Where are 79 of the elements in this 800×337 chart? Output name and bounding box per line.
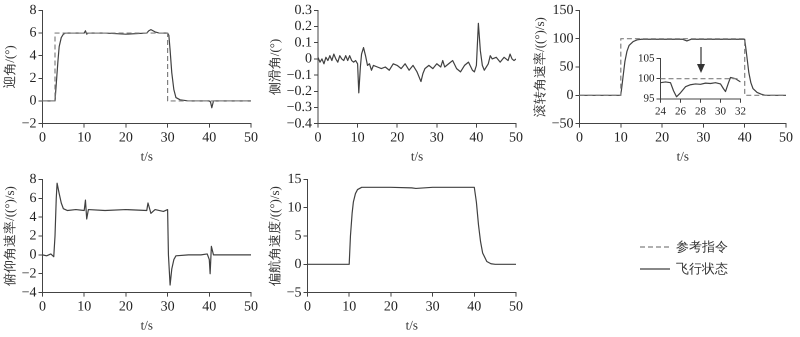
y-tick-label: −50	[552, 116, 574, 132]
x-tick-label: 0	[38, 130, 46, 146]
y-tick-label: 50	[559, 60, 574, 75]
x-tick-label: 26	[675, 105, 686, 118]
y-tick-label: 105	[638, 52, 655, 64]
y-tick-label: −4	[22, 285, 36, 300]
x-tick-label: 40	[202, 130, 216, 146]
x-tick-label: 32	[735, 105, 746, 118]
y-tick-label: 0	[566, 88, 574, 103]
y-axis-title: 滚转角速率/((°)/s)	[532, 17, 548, 117]
x-tick-label: 10	[342, 300, 356, 315]
y-tick-label: 100	[638, 72, 655, 85]
y-tick-label: 8	[29, 3, 36, 18]
x-tick-label: 30	[426, 300, 440, 315]
y-axis-title: 迎角/(°)	[2, 45, 18, 89]
x-tick-label: 10	[77, 130, 92, 146]
y-tick-label: 2	[29, 228, 36, 244]
y-tick-label: 4	[29, 48, 36, 64]
x-tick-label: 40	[469, 130, 484, 146]
y-tick-label: −0.3	[286, 100, 312, 116]
x-tick-label: 40	[202, 300, 216, 315]
x-tick-label: 50	[244, 130, 258, 146]
x-tick-label: 10	[614, 130, 628, 146]
x-tick-label: 20	[118, 300, 133, 315]
x-tick-label: 10	[350, 130, 365, 146]
x-tick-label: 0	[314, 130, 322, 146]
y-tick-label: −2	[22, 116, 36, 132]
x-tick-label: 30	[715, 105, 726, 118]
y-tick-label: −2	[22, 266, 36, 282]
y-tick-label: 4	[29, 210, 36, 225]
x-tick-label: 50	[509, 300, 523, 315]
y-tick-label: 6	[29, 190, 36, 206]
x-tick-label: 50	[509, 130, 523, 146]
y-tick-label: 150	[552, 3, 574, 18]
x-tick-label: 30	[430, 130, 444, 146]
y-tick-label: 0	[29, 248, 36, 263]
x-tick-label: 0	[576, 130, 583, 146]
y-tick-label: −0.4	[286, 116, 312, 132]
x-tick-label: 28	[695, 105, 706, 118]
y-tick-label: 10	[287, 200, 302, 216]
x-tick-label: 0	[38, 300, 46, 315]
x-axis-title: t/s	[410, 148, 424, 164]
x-tick-label: 30	[160, 300, 175, 315]
x-tick-label: 50	[244, 300, 258, 315]
legend-label: 参考指令	[676, 238, 728, 256]
y-tick-label: 95	[644, 92, 655, 105]
x-tick-label: 30	[160, 130, 175, 146]
y-tick-label: 100	[552, 31, 574, 46]
x-tick-label: 20	[390, 130, 404, 146]
x-tick-label: 10	[77, 300, 92, 315]
x-tick-label: 20	[118, 130, 133, 146]
x-axis-title: t/s	[406, 318, 418, 333]
y-tick-label: 15	[287, 172, 302, 188]
y-tick-label: 0.3	[294, 3, 312, 18]
y-tick-label: 6	[29, 26, 36, 41]
y-tick-label: 0.2	[294, 19, 312, 34]
x-tick-label: 40	[738, 130, 752, 146]
y-tick-label: −0.2	[286, 84, 312, 99]
x-tick-label: 20	[384, 300, 398, 315]
x-tick-label: 30	[696, 130, 710, 146]
y-tick-label: 5	[294, 228, 302, 244]
x-tick-label: 24	[655, 105, 666, 118]
y-tick-label: 2	[29, 70, 36, 86]
x-axis-title: t/s	[140, 148, 153, 164]
y-tick-label: −0.1	[286, 68, 312, 83]
x-tick-label: 20	[655, 130, 670, 146]
y-tick-label: 8	[29, 172, 36, 188]
y-tick-label: 0	[294, 256, 302, 272]
y-axis-title: 俯仰角速率/((°)/s)	[2, 186, 18, 286]
y-tick-label: 0	[304, 52, 312, 67]
y-tick-label: −5	[286, 285, 302, 300]
y-tick-label: 0.1	[294, 35, 312, 50]
x-axis-title: t/s	[676, 148, 689, 164]
x-tick-label: 50	[779, 130, 793, 146]
y-axis-title: 偏航角速度/((°)/s)	[267, 186, 282, 286]
y-axis-title: 侧滑角/(°)	[267, 38, 282, 96]
x-tick-label: 40	[467, 300, 482, 315]
x-axis-title: t/s	[140, 318, 153, 333]
legend-label: 飞行状态	[676, 260, 728, 278]
